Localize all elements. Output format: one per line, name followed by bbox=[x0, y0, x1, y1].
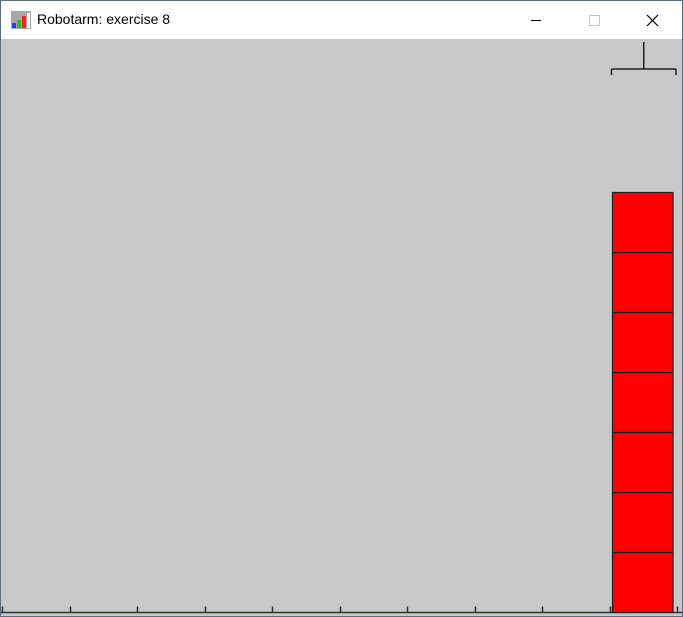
maximize-icon bbox=[589, 15, 600, 26]
robotarm-app-icon bbox=[11, 11, 31, 29]
robot-arena bbox=[1, 39, 682, 616]
minimize-button[interactable] bbox=[513, 1, 559, 39]
minimize-icon bbox=[531, 20, 541, 21]
close-icon bbox=[646, 14, 659, 27]
maximize-button[interactable] bbox=[571, 1, 617, 39]
block bbox=[611, 311, 674, 374]
title-bar[interactable]: Robotarm: exercise 8 bbox=[1, 1, 682, 39]
close-button[interactable] bbox=[629, 1, 675, 39]
block bbox=[611, 491, 674, 554]
block bbox=[611, 551, 674, 614]
block bbox=[611, 251, 674, 314]
block bbox=[611, 371, 674, 434]
arena-drawing bbox=[1, 42, 682, 614]
window-title: Robotarm: exercise 8 bbox=[37, 11, 171, 27]
block bbox=[611, 191, 674, 254]
block bbox=[611, 431, 674, 494]
